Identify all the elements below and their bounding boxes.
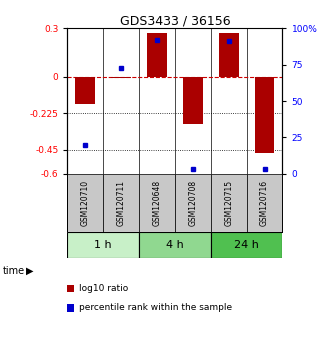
Text: GSM120710: GSM120710	[81, 180, 90, 226]
Text: log10 ratio: log10 ratio	[79, 284, 128, 293]
Text: GSM120716: GSM120716	[260, 180, 269, 226]
Text: GSM120648: GSM120648	[152, 180, 161, 226]
Text: GSM120708: GSM120708	[188, 180, 197, 226]
Text: GSM120715: GSM120715	[224, 180, 233, 226]
Text: time: time	[3, 266, 25, 276]
Bar	[67, 232, 139, 258]
Bar	[147, 33, 167, 77]
Bar	[103, 174, 139, 232]
Bar	[67, 174, 103, 232]
Title: GDS3433 / 36156: GDS3433 / 36156	[120, 14, 230, 27]
Bar	[211, 174, 247, 232]
Text: 4 h: 4 h	[166, 240, 184, 250]
Bar	[183, 77, 203, 124]
Bar	[111, 77, 131, 79]
Bar	[219, 33, 239, 77]
Bar	[255, 77, 274, 153]
Bar	[211, 232, 282, 258]
Text: GSM120711: GSM120711	[117, 180, 126, 226]
Bar	[139, 174, 175, 232]
Bar	[75, 77, 95, 104]
Text: 24 h: 24 h	[234, 240, 259, 250]
Bar	[247, 174, 282, 232]
Text: percentile rank within the sample: percentile rank within the sample	[79, 303, 232, 313]
Bar	[139, 232, 211, 258]
Text: ▶: ▶	[26, 266, 34, 276]
Text: 1 h: 1 h	[94, 240, 112, 250]
Bar	[175, 174, 211, 232]
